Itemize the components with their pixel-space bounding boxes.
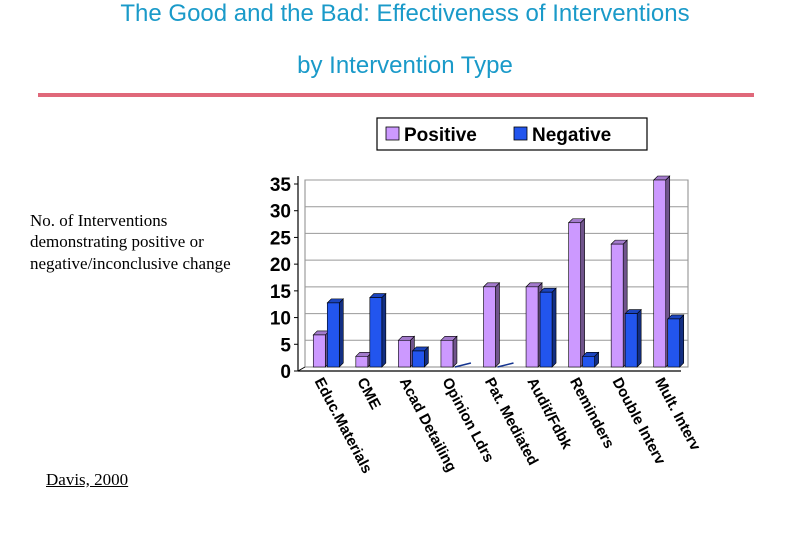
axis-corner [297,366,306,372]
legend-swatch-positive [385,126,400,141]
bar-side [679,314,685,368]
legend-swatch-negative [513,126,528,141]
legend-label-negative: Negative [532,125,611,146]
chart-title-line2: by Intervention Type [297,52,513,79]
bar-positive [652,175,671,368]
bar-negative [581,351,600,368]
bars [312,175,685,368]
bar-front [398,339,411,368]
bar-negative [326,298,345,368]
bar-positive [482,282,501,368]
bar-side [495,282,500,368]
bar-positive [312,330,331,368]
title-divider [38,93,754,97]
bar-front [326,302,340,368]
legend-box [376,117,648,151]
bar-positive [525,282,543,368]
y-tick-label: 25 [270,228,292,249]
bar-positive [355,351,373,368]
legend: Positive Negative [376,117,648,151]
bar-front [568,222,581,368]
bar-side [580,218,585,368]
y-tick-label: 10 [270,309,291,330]
y-tick-label: 35 [270,175,292,196]
bar-negative [454,362,472,368]
y-axis-description: No. of Interventions demonstrating posit… [30,211,231,273]
source-citation: Davis, 2000 [46,470,129,489]
bar-front [355,356,369,368]
bar-front [412,350,425,368]
bar-side [381,292,387,368]
y-tick-label: 5 [280,335,291,356]
bar-front [653,179,667,368]
bar-positive [440,335,458,368]
y-axis: 0 5 10 15 20 25 30 35 [270,175,298,383]
x-tick-label: CME [353,375,384,412]
bar-negative [539,287,557,368]
bar-positive [567,218,586,368]
bar-front [582,356,595,368]
bar-side [338,298,344,368]
bar-negative [411,346,430,368]
bar-front [624,313,638,368]
bar-negative [666,314,685,368]
bar-side [452,335,458,368]
bar-front [610,243,624,368]
bar-negative [369,292,387,368]
bar-positive [397,335,416,368]
bar-front [667,318,681,368]
bar-zero [497,362,514,368]
bar-negative [497,362,514,368]
y-tick-label: 0 [280,362,291,383]
y-tick-label: 15 [270,282,292,303]
bar-front [525,286,539,368]
bar-front [440,339,454,368]
chart-title-line1: The Good and the Bad: Effectiveness of I… [120,0,690,27]
bar-front [369,297,383,368]
y-tick-label: 20 [270,255,291,276]
bar-side [551,287,557,368]
y-tick-label: 30 [270,202,291,223]
legend-label-positive: Positive [404,125,477,146]
bar-negative [624,308,642,368]
bar-front [312,334,326,368]
bar-side [636,308,642,368]
bar-zero [454,362,472,368]
bar-front [483,286,496,368]
bar-front [539,291,553,368]
bar-positive [610,239,628,368]
